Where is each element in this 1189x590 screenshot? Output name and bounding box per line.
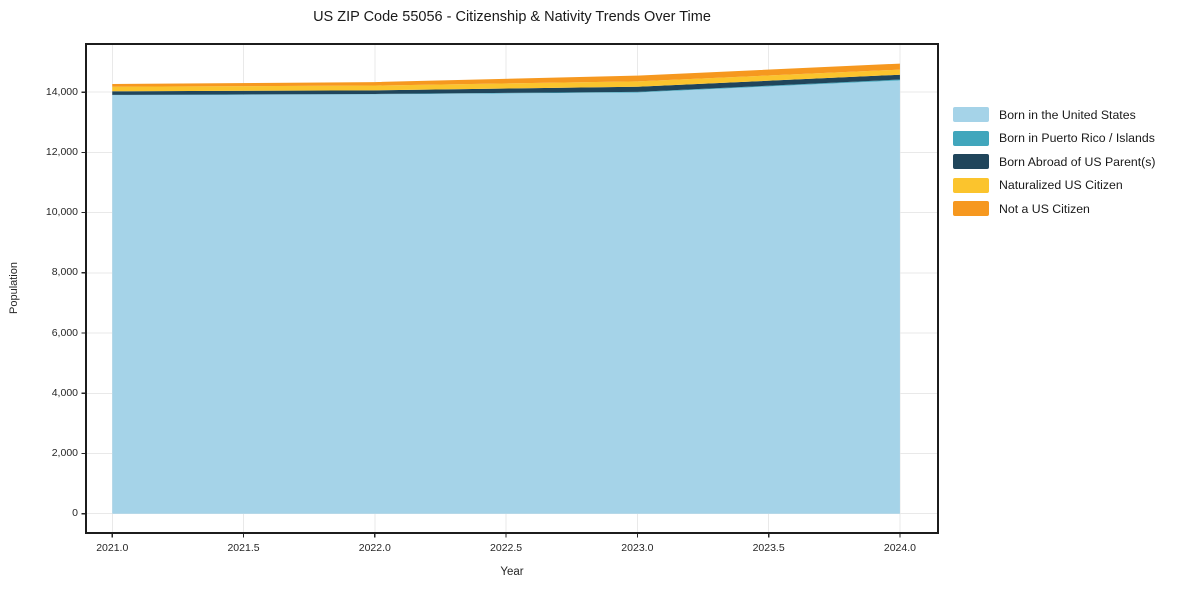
- x-tick-label: 2023.0: [621, 542, 654, 554]
- plot-frame: [85, 43, 939, 534]
- legend-label: Born in the United States: [999, 107, 1136, 122]
- area-born-in-the-united-states: [112, 80, 900, 514]
- area-born-in-puerto-rico-islands: [112, 79, 900, 96]
- x-tick-label: 2021.5: [227, 542, 260, 554]
- x-tick-label: 2024.0: [883, 542, 916, 554]
- y-tick-label: 0: [72, 507, 78, 520]
- legend-swatch-icon: [953, 130, 989, 146]
- chart-title: US ZIP Code 55056 - Citizenship & Nativi…: [313, 9, 711, 25]
- y-tick-label: 6,000: [51, 326, 78, 339]
- legend-label: Not a US Citizen: [999, 201, 1090, 216]
- legend-swatch-icon: [953, 177, 989, 193]
- legend-item-naturalized-us-citizen: Naturalized US Citizen: [953, 174, 1156, 198]
- legend-label: Naturalized US Citizen: [999, 178, 1123, 193]
- stacked-area-chart: [81, 43, 939, 538]
- x-tick-label: 2021.0: [96, 542, 129, 554]
- x-tick-label: 2022.0: [358, 542, 391, 554]
- legend-swatch-icon: [953, 107, 989, 123]
- y-tick-label: 10,000: [45, 206, 78, 219]
- plot-area: [81, 43, 939, 538]
- legend-label: Born in Puerto Rico / Islands: [999, 131, 1155, 146]
- x-tick-label: 2023.5: [752, 542, 785, 554]
- legend-swatch-icon: [953, 201, 989, 217]
- legend-swatch-icon: [953, 154, 989, 170]
- legend-item-born-in-the-united-states: Born in the United States: [953, 103, 1156, 127]
- y-tick-label: 4,000: [51, 386, 78, 399]
- legend-item-not-a-us-citizen: Not a US Citizen: [953, 197, 1156, 221]
- y-tick-label: 14,000: [45, 85, 78, 98]
- legend: Born in the United States Born in Puerto …: [953, 103, 1156, 221]
- x-axis-label: Year: [500, 566, 524, 578]
- x-tick-label: 2022.5: [490, 542, 523, 554]
- area-naturalized-us-citizen: [112, 69, 900, 92]
- area-not-a-us-citizen: [112, 63, 900, 87]
- legend-item-born-abroad-of-us-parent-s: Born Abroad of US Parent(s): [953, 150, 1156, 174]
- area-born-abroad-of-us-parent-s: [112, 74, 900, 95]
- legend-label: Born Abroad of US Parent(s): [999, 154, 1156, 169]
- y-tick-label: 12,000: [45, 145, 78, 158]
- y-tick-label: 8,000: [51, 266, 78, 279]
- legend-item-born-in-puerto-rico-islands: Born in Puerto Rico / Islands: [953, 127, 1156, 151]
- y-tick-label: 2,000: [51, 446, 78, 459]
